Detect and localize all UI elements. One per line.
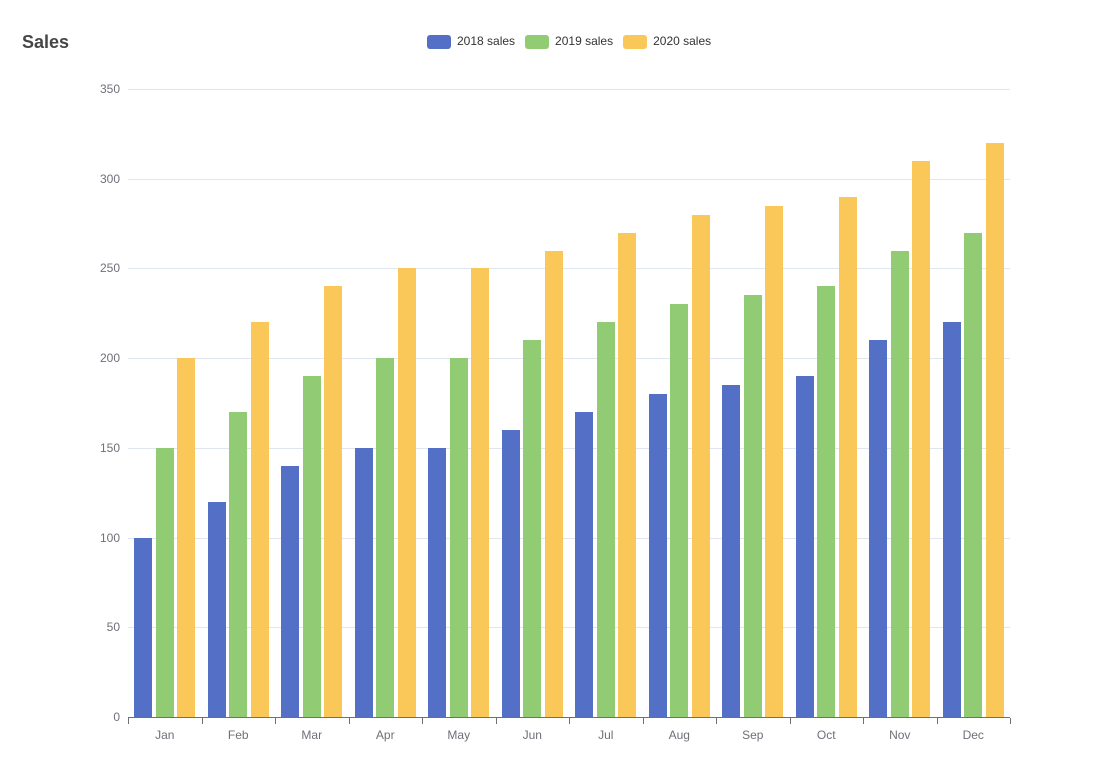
x-axis-label-mar: Mar	[301, 728, 323, 742]
bar-2018-sales-dec[interactable]	[942, 322, 961, 717]
x-axis-tick	[202, 718, 203, 724]
x-axis-tick	[716, 718, 717, 724]
bar-2019-sales-oct[interactable]	[817, 286, 836, 717]
legend-item-2020-sales[interactable]: 2020 sales	[623, 34, 711, 49]
gridline	[128, 178, 1010, 180]
legend: 2018 sales 2019 sales 2020 sales	[427, 34, 711, 49]
x-axis-label-feb: Feb	[227, 728, 249, 742]
bar-2019-sales-may[interactable]	[449, 358, 468, 717]
bar-2018-sales-oct[interactable]	[795, 376, 814, 717]
legend-item-2018-sales[interactable]: 2018 sales	[427, 34, 515, 49]
bar-2020-sales-oct[interactable]	[838, 196, 857, 717]
x-axis-tick	[349, 718, 350, 724]
y-axis-tick-label: 300	[99, 171, 120, 186]
legend-swatch-icon	[525, 34, 550, 49]
gridline	[128, 447, 1010, 449]
legend-item-2019-sales[interactable]: 2019 sales	[525, 34, 613, 49]
x-axis-label-jan: Jan	[155, 728, 175, 742]
x-axis-tick	[496, 718, 497, 724]
x-axis-tick	[643, 718, 644, 724]
chart-title: Sales	[22, 32, 70, 52]
plot-area: 0 50 100 150 200 250 300 350 Jan Feb Mar Apr May Jun J…	[100, 82, 1011, 742]
y-axis-tick-label: 150	[99, 440, 120, 455]
y-axis-tick-label: 200	[99, 351, 120, 366]
gridline	[128, 89, 1010, 90]
y-axis-tick-label: 100	[99, 530, 120, 545]
x-axis-tick	[790, 718, 791, 724]
legend-label: 2018 sales	[457, 34, 516, 48]
bar-2018-sales-feb[interactable]	[207, 501, 226, 717]
y-axis-tick-label: 0	[113, 710, 120, 724]
legend-swatch-icon	[427, 34, 451, 49]
x-axis-tick	[275, 718, 276, 724]
bar-2019-sales-apr[interactable]	[376, 358, 395, 717]
x-axis-tick	[863, 718, 864, 724]
bar-2019-sales-jun[interactable]	[523, 340, 542, 717]
bar-2019-sales-dec[interactable]	[964, 232, 983, 717]
x-axis-label-sep: Sep	[742, 728, 764, 742]
x-axis-line	[128, 717, 1010, 718]
gridline	[128, 268, 1010, 270]
bar-2020-sales-may[interactable]	[471, 268, 490, 717]
bar-2018-sales-jan[interactable]	[134, 537, 153, 717]
bar-2019-sales-sep[interactable]	[743, 295, 762, 717]
legend-label: 2019 sales	[555, 34, 614, 48]
bar-2020-sales-jun[interactable]	[544, 250, 563, 717]
x-axis-label-oct: Oct	[816, 728, 836, 742]
y-axis-tick-label: 250	[99, 261, 120, 276]
bar-2018-sales-may[interactable]	[428, 447, 447, 717]
bar-2019-sales-jul[interactable]	[596, 322, 615, 717]
bar-2020-sales-sep[interactable]	[765, 205, 784, 717]
bar-2019-sales-feb[interactable]	[229, 411, 248, 717]
x-axis-tick	[937, 718, 938, 724]
x-axis-label-nov: Nov	[889, 728, 911, 742]
bar-2020-sales-mar[interactable]	[324, 286, 343, 717]
legend-swatch-icon	[623, 34, 648, 49]
x-axis-label-aug: Aug	[668, 728, 690, 742]
gridline	[128, 537, 1010, 539]
bar-2020-sales-apr[interactable]	[397, 268, 416, 717]
bar-2020-sales-nov[interactable]	[912, 160, 931, 717]
bar-2018-sales-aug[interactable]	[648, 394, 667, 717]
x-axis-label-jun: Jun	[522, 728, 542, 742]
x-axis-label-dec: Dec	[962, 728, 984, 742]
y-axis-tick-label: 350	[99, 82, 120, 96]
x-axis-label-may: May	[447, 728, 471, 742]
bar-2019-sales-aug[interactable]	[670, 304, 689, 717]
bar-2018-sales-sep[interactable]	[722, 385, 741, 717]
bar-2020-sales-dec[interactable]	[985, 142, 1004, 717]
x-axis-tick	[422, 718, 423, 724]
gridline	[128, 627, 1010, 629]
x-axis-label-jul: Jul	[598, 728, 614, 742]
bar-2019-sales-mar[interactable]	[302, 376, 321, 717]
bar-2018-sales-jun[interactable]	[501, 429, 520, 717]
x-axis-label-apr: Apr	[375, 728, 395, 742]
bar-2019-sales-jan[interactable]	[155, 447, 174, 717]
bar-2018-sales-jul[interactable]	[575, 411, 594, 717]
bar-2019-sales-nov[interactable]	[890, 250, 909, 717]
x-axis-tick	[569, 718, 570, 724]
bar-2018-sales-mar[interactable]	[281, 465, 300, 717]
y-axis-tick-label: 50	[106, 620, 120, 635]
bar-2020-sales-feb[interactable]	[250, 322, 269, 717]
legend-label: 2020 sales	[653, 34, 712, 48]
bar-2020-sales-jan[interactable]	[177, 358, 196, 717]
bar-2020-sales-aug[interactable]	[691, 214, 710, 717]
x-axis-tick	[1010, 718, 1011, 724]
bar-2018-sales-nov[interactable]	[869, 340, 888, 717]
x-axis-tick	[128, 718, 129, 724]
bar-2020-sales-jul[interactable]	[618, 232, 637, 717]
bar-2018-sales-apr[interactable]	[354, 447, 373, 717]
gridline	[128, 358, 1010, 360]
